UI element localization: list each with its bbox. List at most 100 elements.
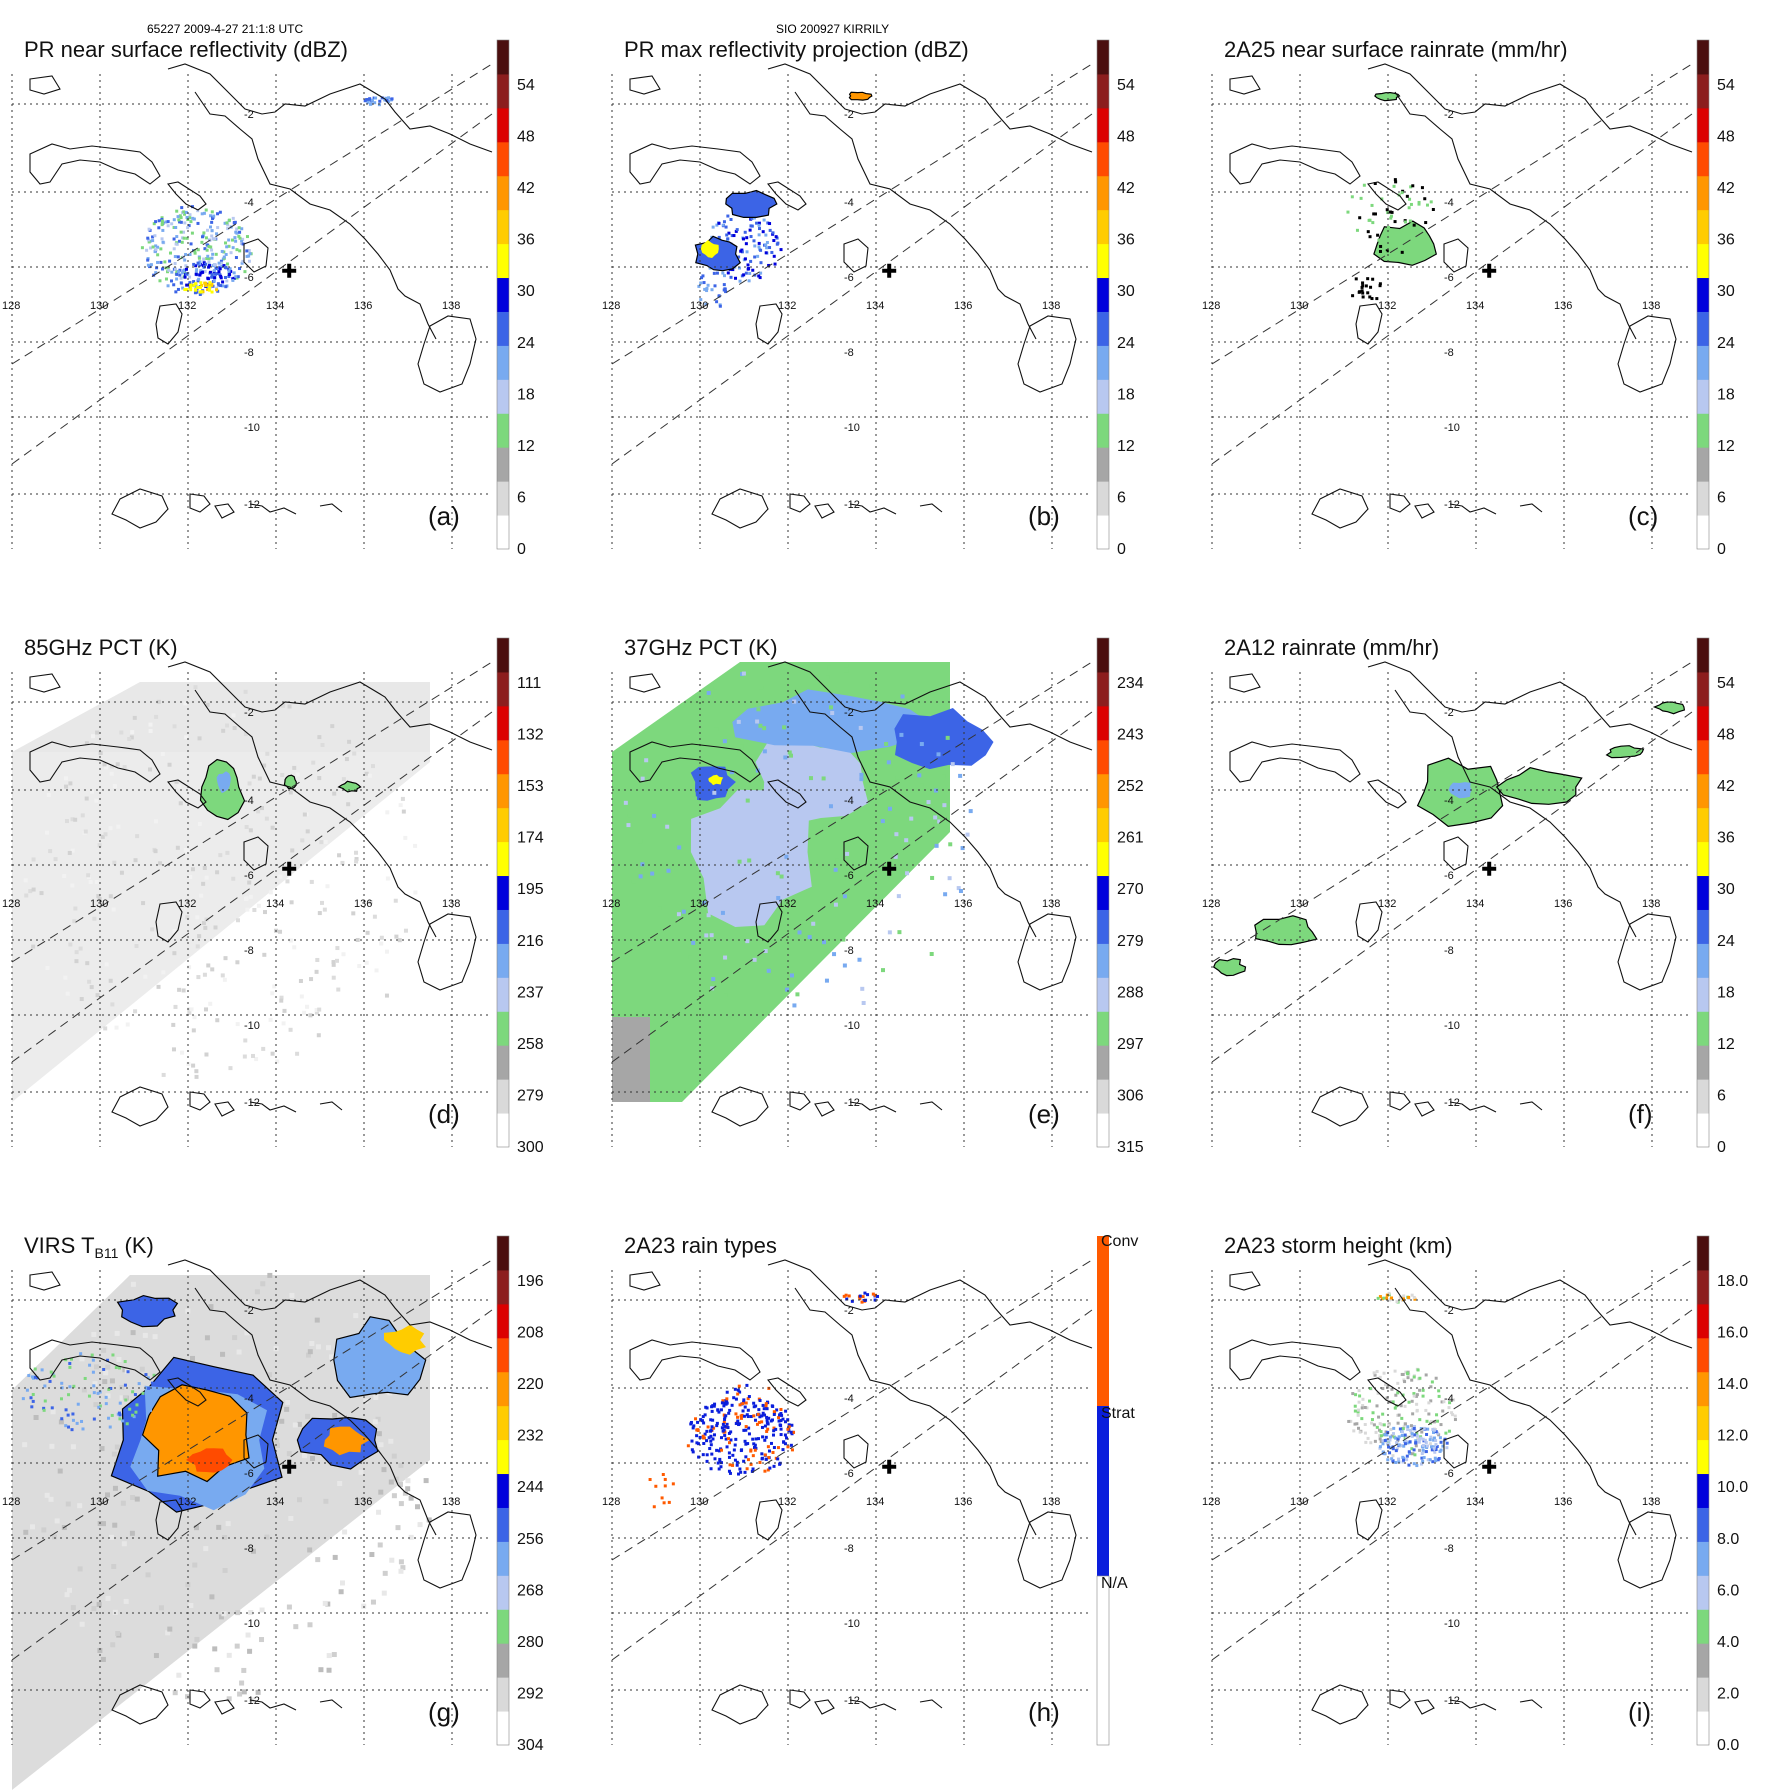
reflectivity-pixel (229, 269, 233, 273)
storm-height-pixel (1387, 1445, 1391, 1449)
colorbar-tick-label: 0 (1717, 541, 1726, 558)
longitude-tick-label: 134 (1466, 1496, 1484, 1508)
reflectivity-pixel (699, 298, 703, 302)
reflectivity-pixel (193, 251, 197, 255)
longitude-tick-label: 128 (602, 300, 620, 312)
storm-height-pixel (1397, 1443, 1401, 1447)
colorbar-tick-label: 195 (517, 881, 544, 898)
brightness-pixel (70, 817, 75, 822)
latitude-tick-label: -4 (1444, 795, 1454, 807)
reflectivity-pixel (729, 217, 733, 221)
reflectivity-pixel (207, 265, 211, 269)
latitude-tick-label: -12 (844, 1695, 860, 1707)
brightness-pixel (665, 824, 670, 829)
reflectivity-pixel (390, 97, 394, 101)
brightness-pixel (403, 835, 408, 840)
storm-height-pixel (1426, 1458, 1430, 1462)
reflectivity-pixel (383, 98, 387, 102)
colorbar-band (497, 1439, 509, 1475)
storm-height-pixel (1381, 1450, 1385, 1454)
rain-type-pixel (734, 1412, 738, 1416)
colorbar-tick-label: 36 (517, 232, 535, 249)
rainrate-pixel (1417, 202, 1421, 206)
rainrate-pixel (1400, 250, 1404, 254)
swath-boundary (611, 113, 1093, 465)
reflectivity-pixel (770, 250, 774, 254)
infrared-pixel (126, 1419, 130, 1423)
brightness-pixel (305, 1004, 310, 1009)
storm-height-pixel (1356, 1410, 1360, 1414)
brightness-pixel (86, 873, 91, 878)
swath-boundary (11, 113, 493, 465)
reflectivity-pixel (163, 260, 167, 264)
colorbar-band (1697, 447, 1709, 482)
brightness-pixel (115, 1630, 121, 1636)
latitude-tick-label: -10 (244, 422, 260, 434)
reflectivity-pixel (210, 290, 214, 294)
brightness-pixel (99, 1446, 105, 1452)
reflectivity-pixel (176, 287, 180, 291)
rainrate-region (1495, 767, 1583, 805)
brightness-pixel (191, 1028, 196, 1033)
panel-label: (i) (1628, 1697, 1652, 1727)
infrared-pixel (76, 1402, 80, 1406)
rain-type-pixel (731, 1463, 735, 1467)
rain-type-pixel (753, 1443, 757, 1447)
infrared-pixel (118, 1401, 122, 1405)
longitude-tick-label: 128 (2, 300, 20, 312)
reflectivity-pixel (724, 225, 728, 229)
reflectivity-pixel (758, 227, 762, 231)
coastline (29, 741, 161, 783)
rain-type-pixel (758, 1399, 762, 1403)
rain-type-pixel (760, 1420, 764, 1424)
brightness-pixel (352, 751, 357, 756)
colorbar-tick-label: 280 (517, 1634, 544, 1651)
brightness-pixel (100, 1521, 106, 1527)
brightness-pixel (341, 777, 346, 782)
storm-height-pixel (1373, 1439, 1377, 1443)
rain-type-pixel (744, 1442, 748, 1446)
reflectivity-pixel (730, 234, 734, 238)
reflectivity-pixel (189, 288, 193, 292)
coastline (243, 1434, 269, 1469)
reflectivity-pixel (223, 221, 227, 225)
reflectivity-pixel (199, 281, 203, 285)
infrared-pixel (102, 1367, 106, 1371)
coastline (167, 779, 207, 809)
storm-height-pixel (1432, 1430, 1436, 1434)
reflectivity-pixel (172, 247, 176, 251)
brightness-pixel (116, 1356, 122, 1362)
rain-type-pixel (751, 1437, 755, 1441)
coastline (1389, 1091, 1411, 1111)
brightness-pixel (189, 1007, 194, 1012)
brightness-pixel (389, 1557, 395, 1563)
brightness-pixel (315, 1557, 321, 1563)
brightness-pixel (133, 858, 138, 863)
panel-85ghz-pct: 128 130 132 134 136 138 -2 -4 -6 -8 -10 -12 111 132 15… (0, 632, 600, 1192)
storm-height-pixel (1434, 1430, 1438, 1434)
rain-type-pixel (697, 1455, 701, 1459)
storm-height-pixel (1395, 1447, 1399, 1451)
coastline (249, 1699, 297, 1711)
storm-height-pixel (1414, 1444, 1418, 1448)
rain-type-pixel (663, 1484, 667, 1488)
brightness-pixel (730, 770, 735, 775)
rain-type-pixel (746, 1408, 750, 1412)
panel-svg: 128 130 132 134 136 138-2-4-6-8-10-1211113215… (2, 637, 544, 1156)
colorbar-band-conv (1097, 1236, 1109, 1406)
rain-type-pixel (771, 1451, 775, 1455)
reflectivity-pixel (740, 250, 744, 254)
coastline (1449, 1101, 1497, 1113)
brightness-pixel (105, 1595, 111, 1601)
brightness-pixel (58, 1419, 64, 1425)
rain-type-pixel (690, 1448, 694, 1452)
rain-type-pixel (691, 1450, 695, 1454)
brightness-pixel (393, 898, 398, 903)
storm-height-pixel (1358, 1394, 1362, 1398)
brightness-pixel (323, 1498, 329, 1504)
reflectivity-pixel (181, 286, 185, 290)
brightness-pixel (205, 702, 210, 707)
reflectivity-pixel (193, 287, 197, 291)
swath-boundary (11, 661, 493, 963)
reflectivity-pixel (179, 220, 183, 224)
